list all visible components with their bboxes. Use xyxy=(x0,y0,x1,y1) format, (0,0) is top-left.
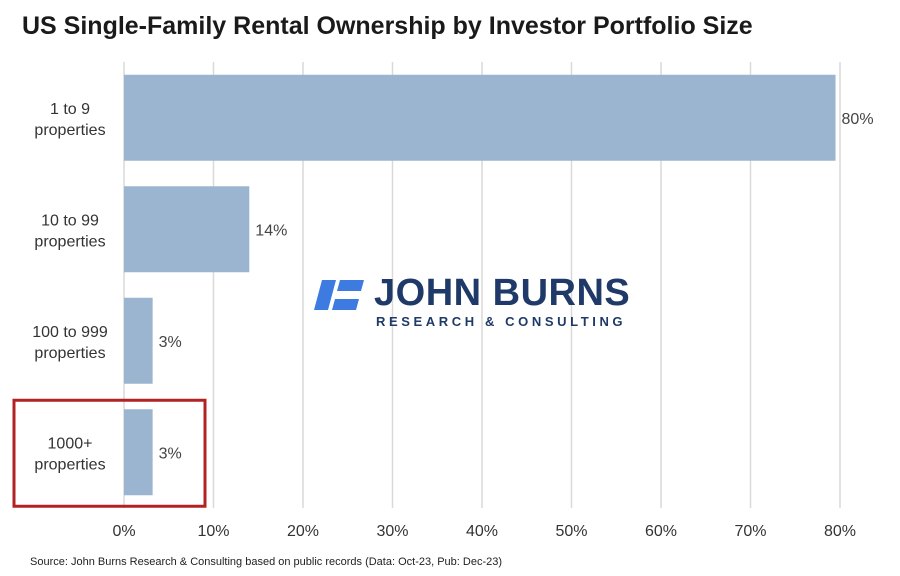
category-label-line: 1000+ xyxy=(48,435,93,452)
x-tick-label: 0% xyxy=(112,523,135,540)
bars xyxy=(124,74,836,496)
john-burns-logo-mark-icon xyxy=(314,280,364,310)
x-tick-label: 40% xyxy=(466,523,498,540)
highlight-box-group xyxy=(12,398,207,508)
bar xyxy=(124,74,836,161)
highlight-box xyxy=(12,398,207,508)
x-tick-label: 60% xyxy=(645,523,677,540)
bar-value-label: 80% xyxy=(842,111,874,128)
category-label-line: properties xyxy=(34,122,105,139)
category-label: 100 to 999 properties xyxy=(32,324,108,362)
john-burns-logo: JOHN BURNS RESEARCH & CONSULTING xyxy=(312,272,642,334)
x-tick-label: 30% xyxy=(376,523,408,540)
x-tick-label: 10% xyxy=(197,523,229,540)
x-tick-label: 80% xyxy=(824,523,856,540)
category-label: 1000+ properties xyxy=(34,435,105,473)
category-label-line: 100 to 999 xyxy=(32,324,108,341)
category-label-line: properties xyxy=(34,233,105,250)
category-label: 1 to 9 properties xyxy=(34,101,105,139)
x-tick-label: 20% xyxy=(287,523,319,540)
bar xyxy=(124,186,250,273)
logo-subtitle: RESEARCH & CONSULTING xyxy=(376,314,627,329)
value-labels: 80% 14% 3% 3% xyxy=(159,111,874,463)
x-tick-label: 50% xyxy=(555,523,587,540)
x-tick-label: 70% xyxy=(734,523,766,540)
logo-name: JOHN BURNS xyxy=(374,272,631,314)
source-note: Source: John Burns Research & Consulting… xyxy=(30,556,503,568)
chart-title: US Single-Family Rental Ownership by Inv… xyxy=(22,12,753,40)
category-label: 10 to 99 properties xyxy=(34,212,105,250)
category-label-line: properties xyxy=(34,456,105,473)
x-axis-tick-labels: 0% 10% 20% 30% 40% 50% 60% 70% 80% xyxy=(112,523,856,540)
category-label-line: 1 to 9 xyxy=(50,101,90,118)
category-label-line: 10 to 99 xyxy=(41,212,99,229)
bar-value-label: 14% xyxy=(255,222,287,239)
category-label-line: properties xyxy=(34,345,105,362)
bar xyxy=(124,409,153,496)
bar-value-label: 3% xyxy=(159,445,182,462)
bar-value-label: 3% xyxy=(159,334,182,351)
bar xyxy=(124,297,153,384)
